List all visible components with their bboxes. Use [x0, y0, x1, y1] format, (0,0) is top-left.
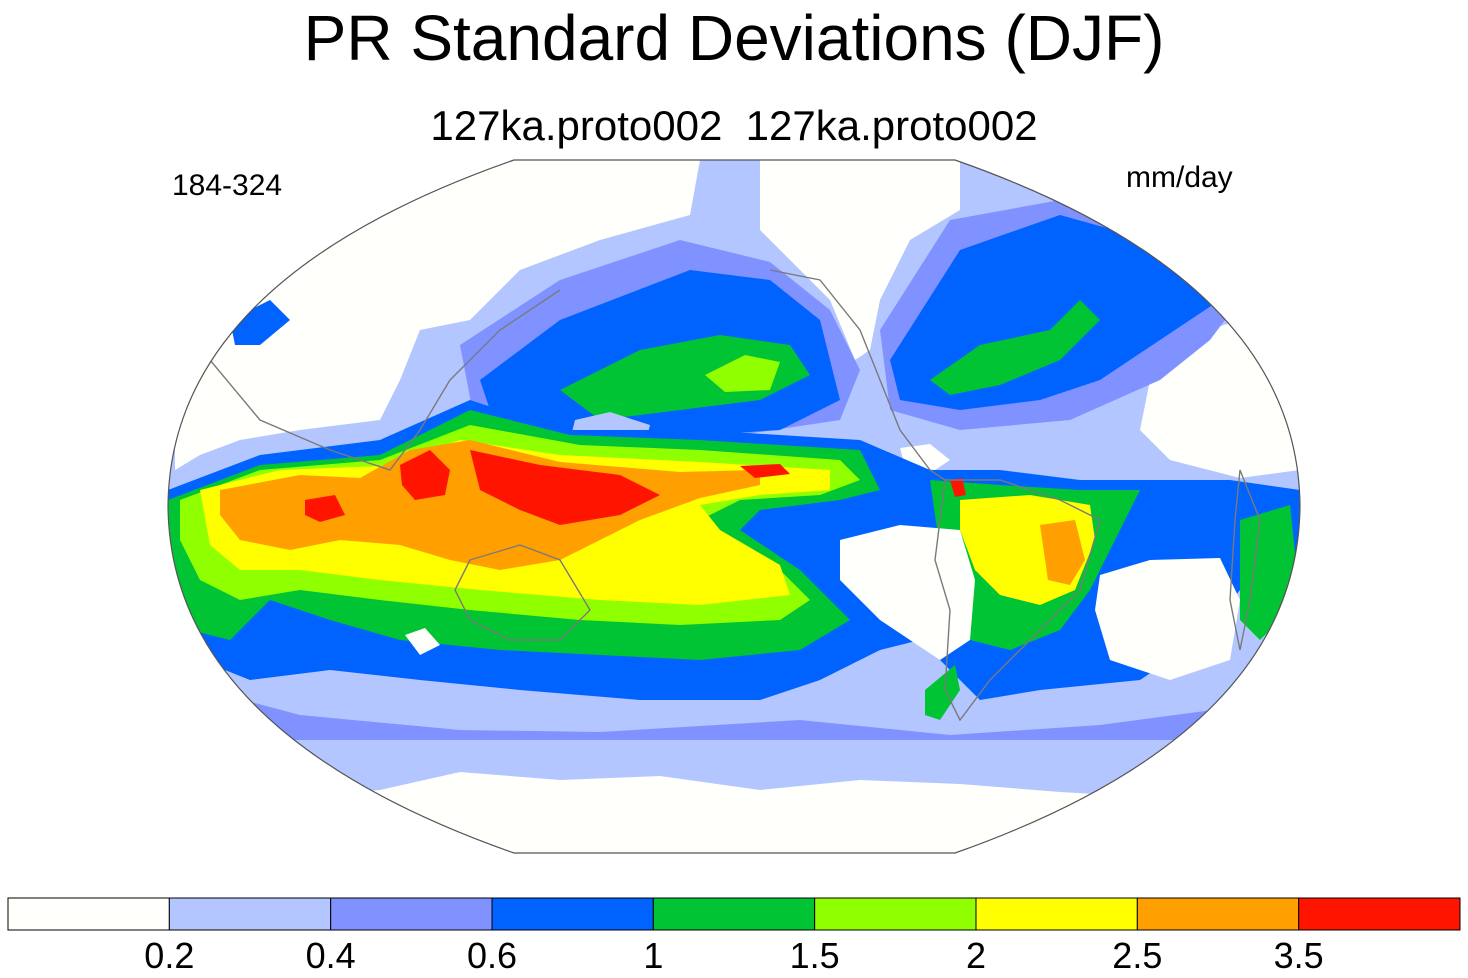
field-white-sepac	[840, 525, 975, 660]
colorbar-tick-label: 0.6	[466, 935, 518, 976]
colorbar-swatch	[814, 897, 977, 931]
colorbar-swatch	[1298, 897, 1461, 931]
field-samerica-red	[950, 478, 966, 497]
plot-title: PR Standard Deviations (DJF)	[303, 2, 1165, 74]
colorbar-tick-label: 0.4	[305, 935, 356, 976]
field-trop-orange	[220, 440, 760, 570]
field-white-sindian	[405, 628, 440, 655]
coastlines	[209, 269, 1261, 722]
plot-subtitle: 127ka.proto002 127ka.proto002	[430, 102, 1038, 149]
colorbar-tick-label: 3.5	[1273, 935, 1324, 976]
field-trop-red-indian	[305, 495, 345, 522]
field-trop-red-wpac	[470, 450, 660, 525]
colorbar-swatch	[1136, 897, 1300, 931]
colorbar-tick-label: 1.5	[789, 935, 840, 976]
period-label: 184-324	[172, 169, 283, 202]
field-nhem-lime-pacific	[705, 355, 780, 392]
field-white-satlantic	[1095, 558, 1240, 680]
field-trop-red-indonesia	[400, 450, 450, 500]
field-trop-red-eastpac	[740, 464, 790, 478]
coast-asia	[209, 289, 561, 471]
colorbar-tick-label: 2.5	[1112, 935, 1163, 976]
colorbar-tick-label: 2	[965, 935, 987, 976]
coast-namerica	[769, 269, 946, 481]
colorbar-swatch	[168, 897, 332, 931]
colorbar	[7, 897, 1461, 931]
units-label: mm/day	[1126, 161, 1233, 194]
field-samerica-orange	[1040, 520, 1085, 585]
field-nw-europe-blue	[230, 300, 290, 345]
field-white-namerica	[760, 160, 960, 360]
field-patagonia-green	[925, 665, 960, 720]
field-nhem-green-atlantic	[930, 300, 1100, 395]
precip-field	[168, 160, 1300, 853]
colorbar-swatch	[652, 897, 816, 931]
colorbar-swatch	[330, 897, 493, 931]
colorbar-swatch	[975, 897, 1138, 931]
colorbar-tick-label: 1	[643, 935, 664, 976]
field-shem-light	[168, 740, 1300, 790]
coast-australia	[454, 544, 591, 641]
colorbar-swatch	[7, 897, 170, 931]
map-outline	[167, 159, 1301, 854]
coast-samerica	[934, 479, 1101, 722]
colorbar-swatch	[491, 897, 654, 931]
coast-africa	[1229, 469, 1261, 651]
colorbar-tick-label: 0.2	[144, 935, 195, 976]
